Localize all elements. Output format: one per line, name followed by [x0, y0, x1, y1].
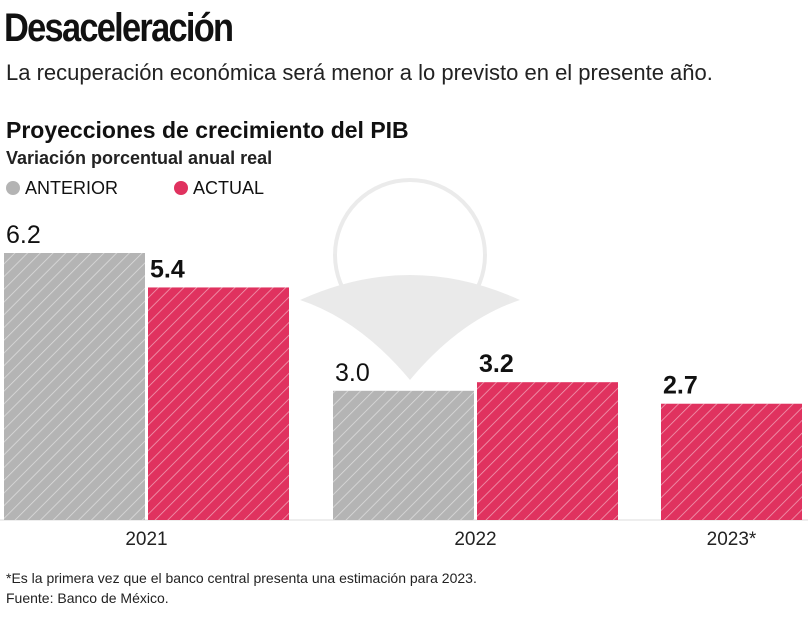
- legend-dot-icon: [6, 181, 20, 195]
- chart-title: Proyecciones de crecimiento del PIB: [6, 117, 409, 143]
- footnote: *Es la primera vez que el banco central …: [6, 570, 477, 586]
- data-label: 5.4: [150, 255, 185, 283]
- data-label: 3.0: [335, 359, 370, 387]
- x-tick-label: 2022: [454, 529, 496, 550]
- legend-label: ACTUAL: [193, 178, 265, 198]
- bar-hatch: [661, 403, 802, 520]
- legend-item-anterior: ANTERIOR: [6, 178, 118, 199]
- bar-hatch: [477, 382, 618, 520]
- chart-subtitle: Variación porcentual anual real: [6, 148, 273, 168]
- bar-hatch: [148, 287, 289, 520]
- legend-dot-icon: [174, 181, 189, 195]
- legend-item-actual: ACTUAL: [174, 178, 264, 199]
- x-tick-label: 2023*: [707, 529, 757, 550]
- page-subtitle: La recuperación económica será menor a l…: [6, 60, 713, 85]
- data-label: 3.2: [479, 350, 514, 378]
- legend-label: ANTERIOR: [25, 178, 119, 198]
- data-label: 2.7: [663, 372, 698, 400]
- bar-hatch: [4, 253, 145, 520]
- x-tick-label: 2021: [125, 529, 167, 550]
- data-label: 6.2: [6, 221, 41, 249]
- legend: ANTERIOR ACTUAL: [6, 178, 264, 199]
- page-title: Desaceleración: [4, 6, 234, 50]
- source: Fuente: Banco de México.: [6, 590, 169, 606]
- watermark-eagle-icon: [300, 178, 520, 380]
- bar-hatch: [333, 390, 474, 520]
